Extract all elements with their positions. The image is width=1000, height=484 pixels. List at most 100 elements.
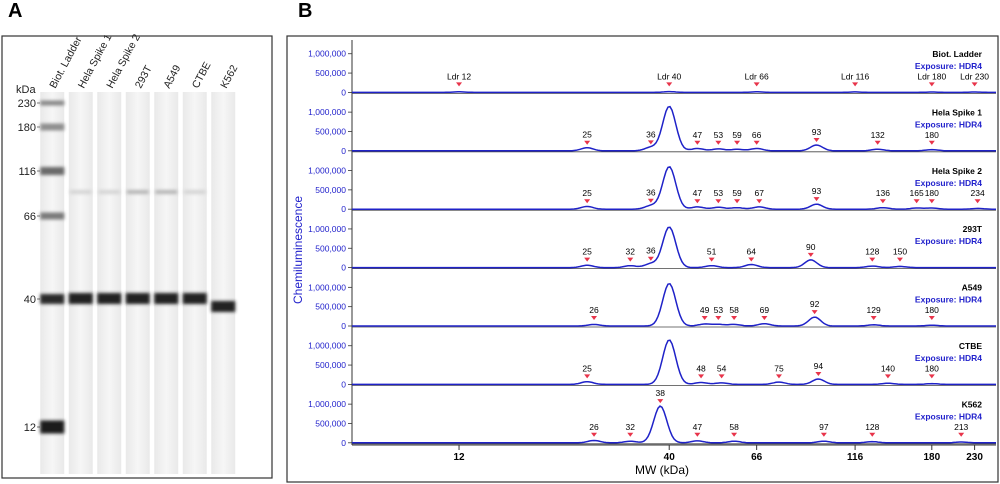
- gel-lane: [182, 92, 207, 474]
- peak-marker: [584, 140, 591, 145]
- peak-marker: [753, 82, 760, 87]
- peak-marker: [974, 199, 981, 204]
- sample-name: K562: [962, 399, 983, 409]
- gel-lane: [125, 92, 150, 474]
- peak-marker: [591, 432, 598, 437]
- gel-ladder-band: [40, 167, 65, 175]
- peak-marker: [913, 199, 920, 204]
- peak-label: 140: [881, 363, 895, 373]
- peak-marker: [884, 374, 891, 379]
- peak-label: 53: [714, 305, 724, 315]
- peak-label: 69: [760, 305, 770, 315]
- gel-kda-label: kDa: [16, 84, 36, 96]
- peak-marker: [734, 199, 741, 204]
- peak-label: 25: [582, 130, 592, 140]
- gel-lane: [154, 92, 179, 474]
- peak-marker: [748, 257, 755, 262]
- peak-label: 53: [714, 188, 724, 198]
- exposure-label: Exposure: HDR4: [915, 119, 982, 129]
- y-tick-label: 0: [341, 321, 346, 331]
- peak-marker: [756, 199, 763, 204]
- y-tick-label: 1,000,000: [308, 107, 346, 117]
- trace-row: 1,000,000 500,000 0 CTBE Exposure: HDR4 25 48 5…: [308, 339, 996, 389]
- panel-b-letter: B: [298, 0, 313, 22]
- sample-name: CTBE: [959, 341, 982, 351]
- peak-marker: [701, 316, 708, 320]
- gel-ladder-band: [40, 100, 65, 106]
- peak-label: 26: [589, 422, 599, 432]
- peak-label: 38: [656, 388, 666, 398]
- peak-marker: [657, 399, 664, 404]
- peak-marker: [694, 140, 701, 145]
- peak-label: 36: [646, 246, 656, 256]
- peak-label: 180: [925, 188, 939, 198]
- gel-faint-band: [183, 190, 206, 194]
- peak-label: 36: [646, 129, 656, 139]
- peak-label: 213: [954, 422, 968, 432]
- peak-label: 66: [752, 130, 762, 140]
- peak-marker: [761, 316, 768, 320]
- peak-marker: [928, 374, 935, 379]
- peak-label: 59: [732, 130, 742, 140]
- sample-name: Hela Spike 2: [932, 166, 982, 176]
- trace-row: 1,000,000 500,000 0 Biot. Ladder Exposure: H…: [308, 49, 996, 97]
- y-tick-label: 1,000,000: [308, 399, 346, 409]
- peak-marker: [820, 432, 827, 437]
- gel-lane: [211, 92, 236, 474]
- peak-label: 25: [582, 188, 592, 198]
- peak-label: 47: [693, 130, 703, 140]
- trace-row: 1,000,000 500,000 0 293T Exposure: HDR4 25 32 3…: [308, 224, 996, 273]
- panel-a-letter: A: [8, 0, 23, 22]
- peak-marker: [715, 316, 722, 320]
- trace-line: [352, 226, 996, 269]
- y-tick-label: 1,000,000: [308, 282, 346, 292]
- peak-marker: [775, 374, 782, 379]
- peak-marker: [666, 82, 673, 87]
- trace-line: [352, 90, 996, 94]
- peak-marker: [694, 432, 701, 437]
- gel-faint-band: [98, 190, 121, 194]
- trace-row: 1,000,000 500,000 0 Hela Spike 1 Exposure: H…: [308, 105, 996, 156]
- exposure-label: Exposure: HDR4: [915, 178, 982, 188]
- trace-line: [352, 105, 996, 152]
- peak-marker: [584, 257, 591, 262]
- peak-marker: [874, 140, 881, 145]
- gel-ladder-band: [40, 212, 65, 220]
- peak-label: 26: [589, 305, 599, 315]
- peak-marker: [715, 199, 722, 204]
- gel-sample-band: [97, 293, 122, 304]
- peak-label: 180: [925, 130, 939, 140]
- exposure-label: Exposure: HDR4: [915, 411, 982, 421]
- gel-lane: [68, 92, 93, 474]
- y-tick-label: 1,000,000: [308, 224, 346, 234]
- peak-label: 54: [717, 363, 727, 373]
- y-tick-label: 500,000: [315, 185, 346, 195]
- y-tick-label: 1,000,000: [308, 49, 346, 59]
- gel-sample-band: [68, 293, 93, 304]
- peak-marker: [698, 374, 705, 379]
- peak-marker: [869, 432, 876, 437]
- y-tick-label: 500,000: [315, 302, 346, 312]
- peak-marker: [591, 316, 598, 320]
- gel-faint-band: [69, 190, 92, 194]
- peak-label: Ldr 40: [657, 71, 681, 81]
- trace-row: 1,000,000 500,000 0 A549 Exposure: HDR4 26 49 5…: [308, 282, 996, 331]
- peak-label: 58: [729, 422, 739, 432]
- peak-label: 180: [925, 305, 939, 315]
- y-tick-label: 500,000: [315, 243, 346, 253]
- peak-marker: [869, 257, 876, 262]
- trace-line: [352, 282, 996, 327]
- peak-marker: [731, 316, 738, 320]
- y-tick-label: 500,000: [315, 126, 346, 136]
- peak-label: 47: [693, 188, 703, 198]
- gel-marker-label: 66: [24, 211, 36, 223]
- peak-marker: [627, 257, 634, 262]
- peak-label: 51: [707, 247, 717, 257]
- gel-marker-label: 180: [18, 122, 36, 134]
- gel-sample-band: [154, 293, 179, 304]
- peak-label: Ldr 180: [917, 71, 946, 81]
- peak-marker: [896, 257, 903, 262]
- trace-line: [352, 405, 996, 444]
- trace-row: 1,000,000 500,000 0 Hela Spike 2 Exposure: H…: [308, 166, 996, 214]
